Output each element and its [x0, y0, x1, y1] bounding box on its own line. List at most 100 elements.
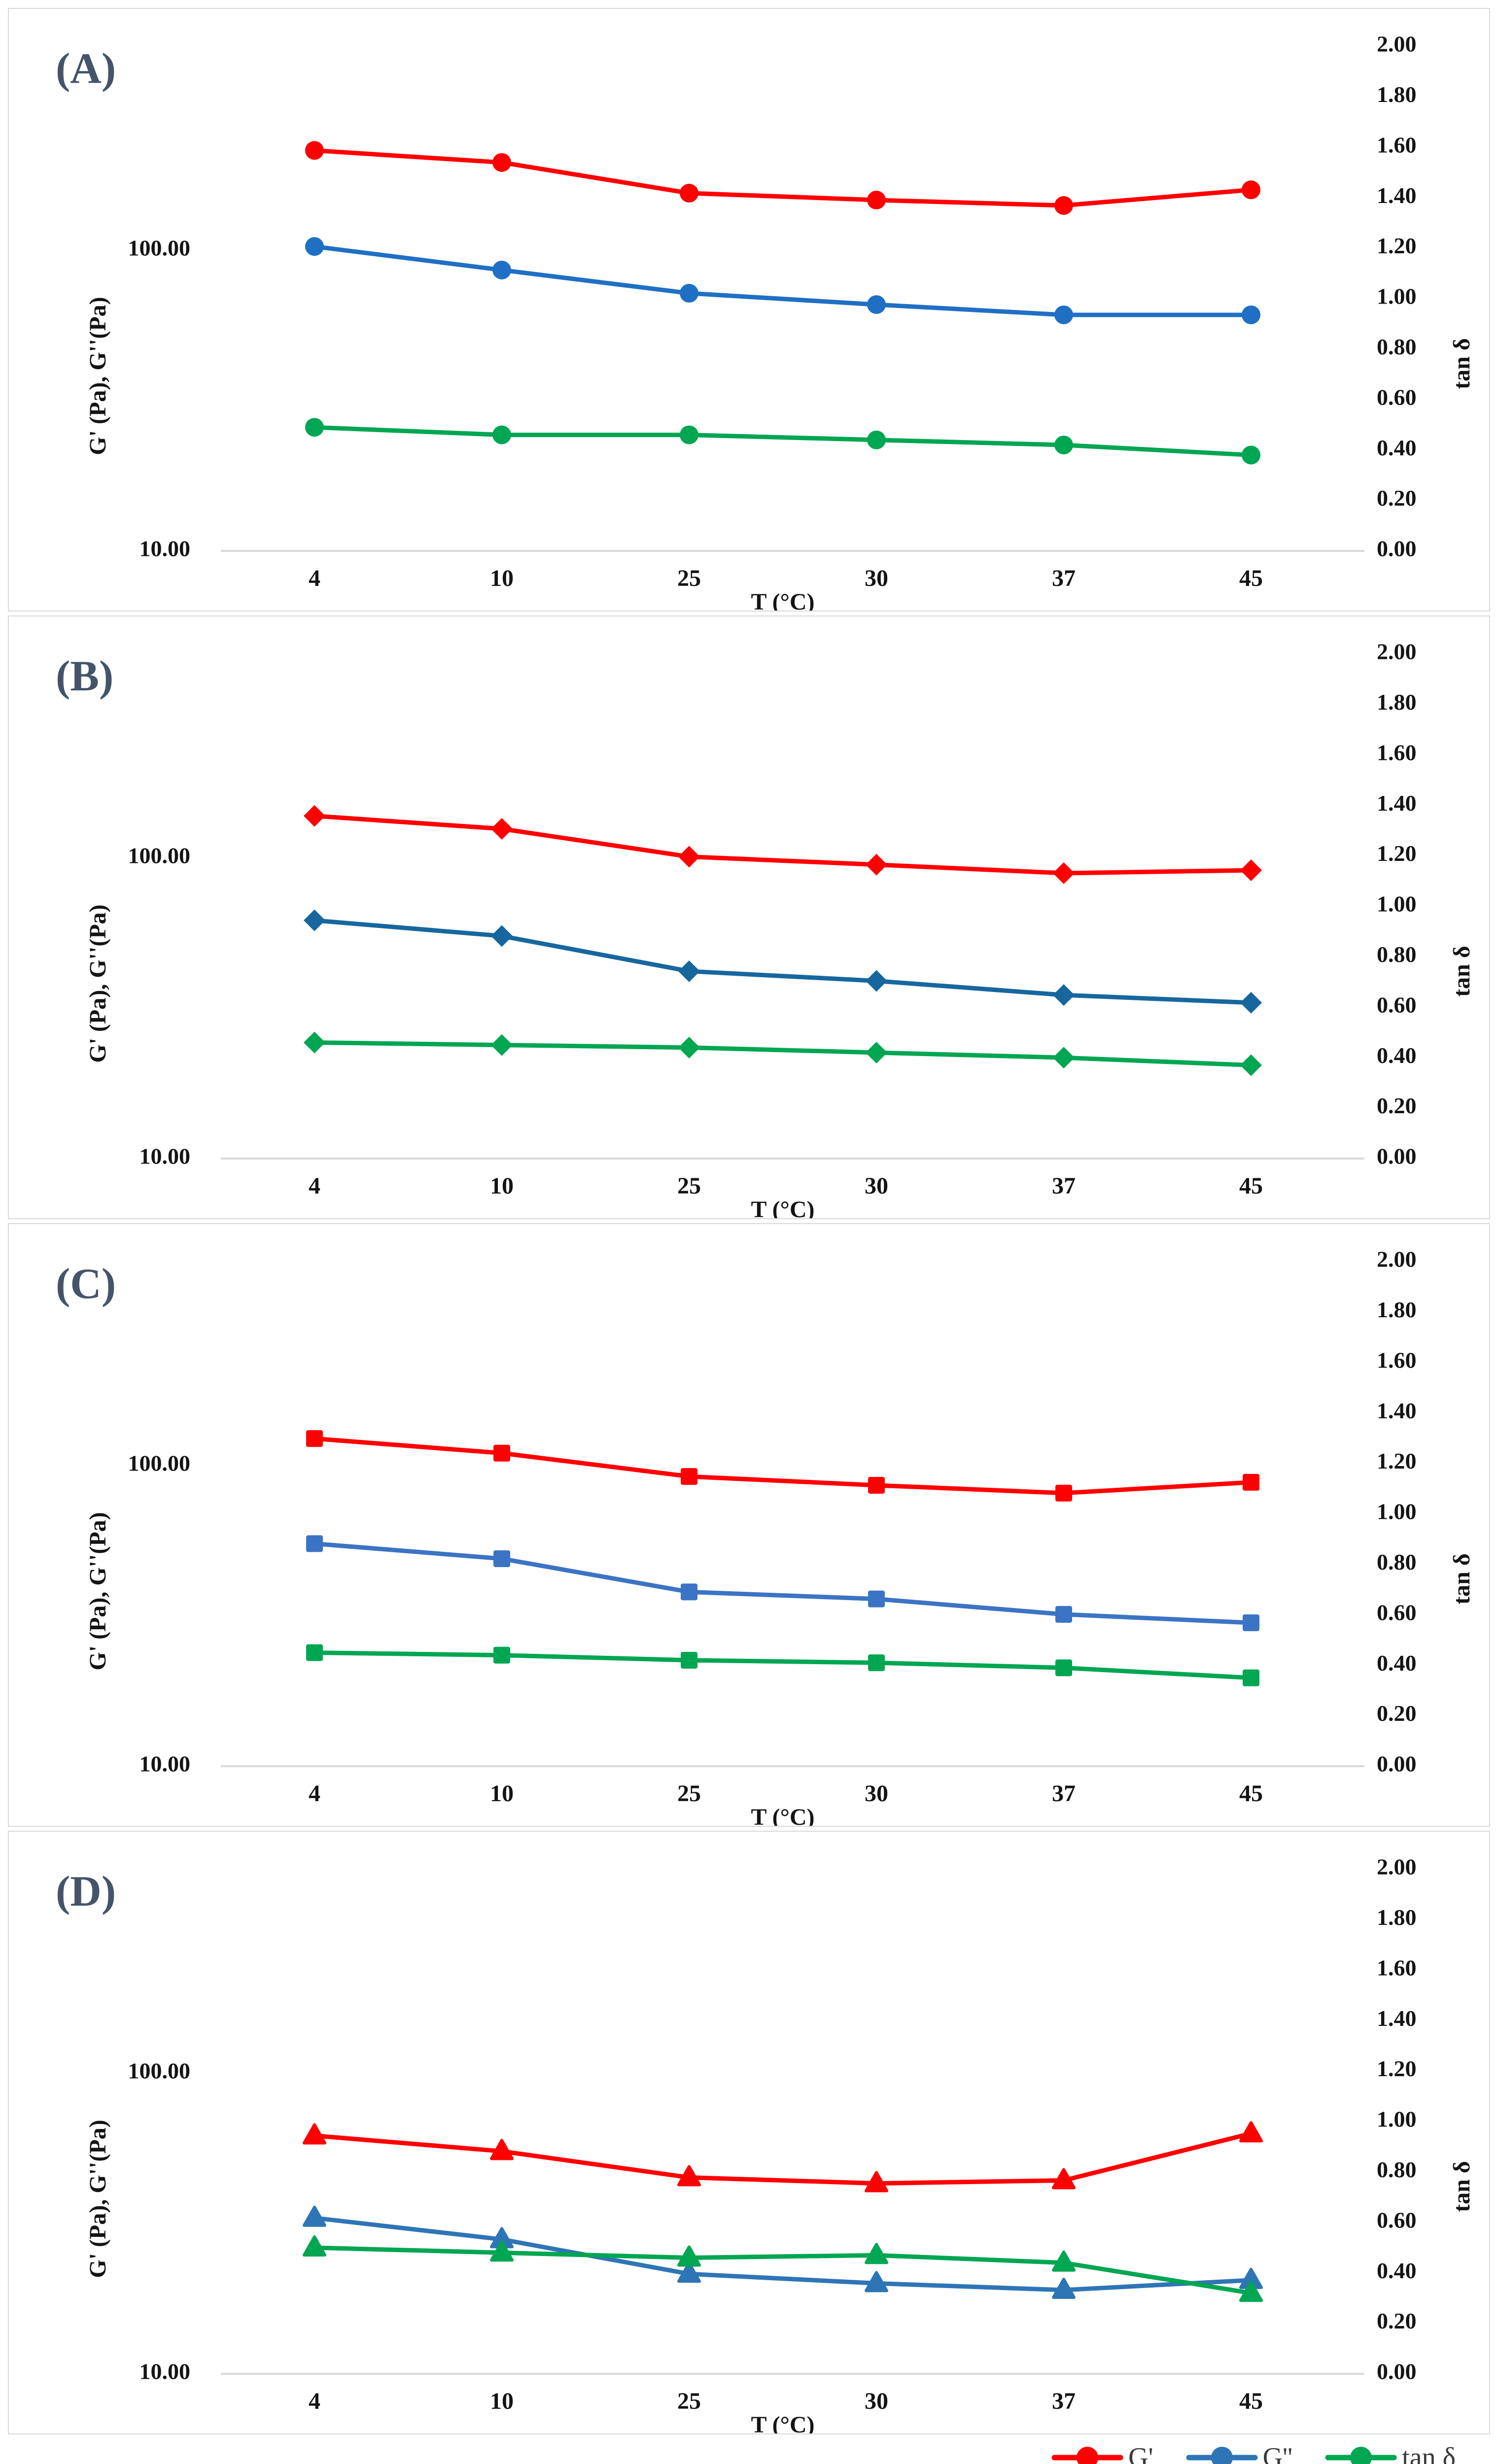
panel-d-left-axis-label: G' (Pa), G''(Pa): [85, 2120, 111, 2278]
panel-a-x-tick: 10: [490, 565, 514, 591]
panel-a-x-tick: 25: [677, 565, 701, 591]
panel-c-x-tick: 37: [1052, 1780, 1076, 1807]
panel-b-data-point: [1240, 859, 1262, 881]
panel-b-right-tick: 1.80: [1377, 689, 1417, 715]
panel-a-right-tick: 1.80: [1377, 82, 1417, 107]
panel-a-data-point: [680, 183, 698, 203]
panel-a-data-point: [1054, 196, 1073, 215]
panel-b-right-tick: 1.20: [1377, 841, 1417, 866]
panel-c: (C) 100.00 10.00 2.00 1.80 1.60 1.40 1.20 1.00 0.…: [8, 1223, 1490, 1827]
panel-b-x-axis-label: T (°C): [751, 1197, 815, 1218]
panel-c-right-axis-label: tan δ: [1449, 1553, 1475, 1605]
panel-c-right-tick: 0.40: [1377, 1650, 1417, 1676]
panel-d-data-point: [1239, 2121, 1263, 2143]
panel-d-series-line-tan-delta: [312, 2245, 1254, 2295]
panel-c-series-line-g-double-prime: [312, 1541, 1254, 1625]
panel-d-right-tick: 1.80: [1377, 1905, 1417, 1930]
panel-d-right-tick: 1.20: [1377, 2056, 1417, 2081]
panel-b-data-point: [1240, 1054, 1262, 1076]
panel-d-data-point: [303, 2205, 326, 2227]
panel-d-data-point: [865, 2243, 888, 2264]
panel-b-data-point: [491, 925, 513, 947]
panel-c-data-point: [868, 1476, 885, 1494]
panel-a-data-point: [305, 141, 324, 160]
panel-c-series-line-g-prime: [312, 1436, 1254, 1496]
panel-c-left-tick: 10.00: [139, 1751, 191, 1777]
panel-a-data-point: [680, 425, 698, 445]
panel-b-x-tick: 45: [1239, 1173, 1263, 1199]
panel-d-data-point: [865, 2271, 888, 2293]
panel-c-right-tick: 1.20: [1377, 1448, 1417, 1473]
panel-c-left-axis-label: G' (Pa), G''(Pa): [85, 1512, 111, 1670]
panel-d-right-tick: 0.60: [1377, 2207, 1417, 2232]
panel-c-data-point: [868, 1590, 885, 1608]
panel-d-title: (D): [56, 1868, 116, 1916]
panel-a-x-axis-label: T (°C): [751, 589, 815, 611]
panel-d-data-point: [865, 2171, 888, 2192]
panel-c-x-tick: 25: [677, 1780, 701, 1807]
panel-d-right-tick: 0.80: [1377, 2157, 1417, 2182]
panel-c-data-point: [493, 1444, 510, 1462]
panel-d-left-tick: 100.00: [128, 2058, 191, 2084]
panel-a-data-point: [867, 430, 886, 449]
panel-b-data-point: [866, 1041, 887, 1063]
panel-a: (A) 100.00 10.00 2.00 1.80 1.60 1.40 1.20 1.00 0.…: [8, 8, 1490, 612]
panel-d-data-point: [1052, 2250, 1076, 2272]
panel-b-data-point: [491, 818, 513, 840]
legend-label: tan δ: [1402, 2442, 1456, 2464]
panel-d-x-tick: 25: [677, 2388, 701, 2414]
panel-a-right-tick: 2.00: [1377, 32, 1417, 57]
panel-a-data-point: [1242, 305, 1260, 324]
panel-d-x-tick: 45: [1239, 2388, 1263, 2414]
panel-b-title: (B): [56, 652, 113, 700]
panel-b-right-tick: 0.20: [1377, 1093, 1417, 1118]
panel-b-x-tick: 10: [490, 1173, 514, 1199]
legend-marker-icon: [1325, 2447, 1397, 2464]
panel-b-data-point: [866, 854, 887, 876]
panel-c-data-point: [1055, 1659, 1072, 1677]
panel-b-data-point: [304, 909, 325, 931]
panel-a-x-tick: 4: [309, 565, 320, 591]
panel-b-data-point: [1053, 984, 1075, 1006]
panel-b-plot: (B)100.0010.002.001.801.601.401.201.000.…: [56, 639, 1475, 1218]
panel-a-right-tick: 1.60: [1377, 132, 1417, 157]
panel-a-data-point: [1242, 445, 1260, 465]
panel-c-data-point: [306, 1644, 323, 1661]
panel-a-right-tick: 1.20: [1377, 233, 1417, 258]
panel-d-plot: (D)100.0010.002.001.801.601.401.201.000.…: [56, 1854, 1475, 2433]
panel-a-data-point: [867, 295, 886, 314]
panel-b: (B) 100.00 10.00 2.00 1.80 1.60 1.40 1.20 1.00 0.…: [8, 616, 1490, 1219]
panel-a-right-tick: 0.40: [1377, 435, 1417, 460]
panel-b-right-tick: 1.60: [1377, 740, 1417, 765]
panel-d-right-axis-label: tan δ: [1449, 2161, 1475, 2212]
legend-label: G': [1128, 2442, 1153, 2464]
panel-a-data-point: [1242, 180, 1260, 200]
panel-d-left-tick: 10.00: [139, 2359, 191, 2384]
panel-b-right-tick: 0.80: [1377, 942, 1417, 967]
panel-a-right-tick: 0.60: [1377, 384, 1417, 410]
panel-a-series-line-tan-delta: [312, 425, 1254, 457]
panel-b-data-point: [866, 970, 887, 992]
legend-dot: [1077, 2447, 1099, 2464]
panel-c-x-tick: 10: [490, 1780, 514, 1807]
legend-item: G'': [1185, 2442, 1292, 2464]
panel-c-series-line-tan-delta: [312, 1650, 1254, 1680]
panel-a-series-line-g-double-prime: [312, 244, 1254, 317]
panel-c-data-point: [306, 1535, 323, 1552]
panel-b-right-tick: 0.00: [1377, 1144, 1417, 1169]
panel-c-data-point: [1243, 1614, 1259, 1631]
panel-d-x-tick: 37: [1052, 2388, 1076, 2414]
panel-b-right-tick: 1.40: [1377, 790, 1417, 816]
panel-c-right-tick: 0.80: [1377, 1549, 1417, 1574]
panel-a-plot: (A)100.0010.002.001.801.601.401.201.000.…: [56, 32, 1475, 611]
panel-a-data-point: [305, 237, 324, 256]
panel-b-data-point: [678, 1036, 700, 1059]
panel-a-right-tick: 0.00: [1377, 536, 1417, 561]
panel-d-right-tick: 1.00: [1377, 2107, 1417, 2132]
panel-b-left-tick: 100.00: [128, 843, 191, 868]
panel-b-data-point: [304, 805, 325, 827]
panel-a-left-tick: 10.00: [139, 536, 191, 561]
panel-b-x-tick: 4: [309, 1173, 320, 1199]
panel-c-x-axis-label: T (°C): [751, 1804, 815, 1826]
panel-b-data-point: [304, 1031, 325, 1054]
